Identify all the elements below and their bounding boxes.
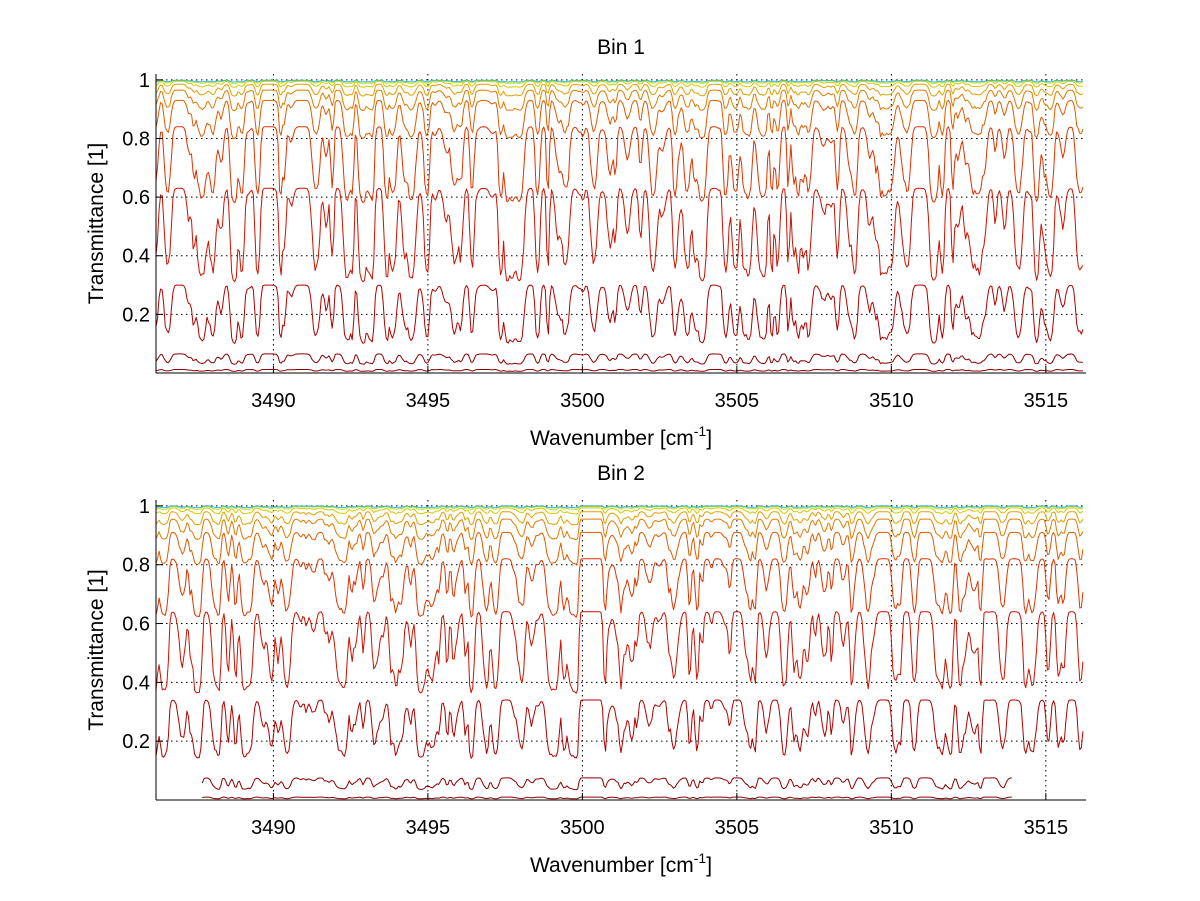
series-line-5: [155, 558, 1084, 618]
x-axis-title-base: Wavenumber [cm: [530, 854, 694, 877]
x-tick-label: 3495: [406, 817, 451, 839]
y-axis-title: Transmittance [1]: [85, 569, 108, 730]
x-tick-label: 3490: [251, 817, 296, 839]
panel-bin-2: 3490 3495 3500 3505 3510 3515 0.2 0.4 0.6 0.8 1 Bin…: [85, 462, 1086, 877]
series-group: [155, 505, 1084, 800]
x-axis-title-superscript: -1: [694, 850, 707, 866]
x-axis-title-superscript: -1: [694, 423, 707, 439]
y-tick-label: 0.2: [122, 304, 150, 326]
series-line-9: [155, 80, 1084, 88]
x-axis-title-close: ]: [706, 427, 712, 450]
x-tick-label: 3500: [560, 390, 605, 412]
series-line-4: [155, 187, 1084, 283]
x-axis-title-close: ]: [706, 854, 712, 877]
series-line-4: [155, 611, 1084, 694]
x-axis-title: Wavenumber [cm-1]: [530, 423, 712, 450]
series-line-3: [155, 284, 1084, 344]
x-tick-label: 3495: [406, 390, 451, 412]
x-tick-label: 3515: [1024, 390, 1069, 412]
series-line-8: [155, 83, 1084, 97]
y-tick-label: 1: [139, 496, 150, 518]
series-line-2: [202, 796, 1012, 800]
x-tick-label: 3510: [869, 817, 914, 839]
series-line-6: [155, 531, 1084, 565]
series-line-1: [155, 353, 1083, 365]
chart-title: Bin 2: [597, 462, 645, 485]
y-axis-title: Transmittance [1]: [85, 143, 108, 304]
x-axis-title-base: Wavenumber [cm: [530, 427, 694, 450]
series-line-3: [155, 699, 1084, 759]
series-line-1: [201, 777, 1012, 791]
series-line-6: [155, 99, 1084, 139]
y-tick-label: 0.4: [122, 246, 150, 268]
y-tick-label: 0.4: [122, 672, 150, 694]
series-line-9: [155, 507, 1084, 515]
series-line-7: [155, 89, 1084, 112]
series-line-10: [155, 506, 1084, 510]
x-tick-label: 3505: [715, 817, 760, 839]
x-tick-label: 3500: [560, 817, 605, 839]
x-axis-title: Wavenumber [cm-1]: [530, 850, 712, 877]
chart-title: Bin 1: [597, 36, 645, 59]
series-line-11: [155, 505, 1084, 509]
series-group: [155, 79, 1084, 372]
series-line-11: [155, 79, 1083, 83]
series-line-5: [155, 126, 1084, 204]
x-tick-label: 3515: [1024, 817, 1069, 839]
x-tick-label: 3505: [715, 390, 760, 412]
x-tick-label: 3490: [251, 390, 296, 412]
series-line-7: [155, 518, 1084, 541]
panel-bin-1: 3490 3495 3500 3505 3510 3515 0.2 0.4 0.6 0.8 1 Bin…: [85, 36, 1086, 450]
y-tick-label: 0.2: [122, 731, 150, 753]
y-tick-label: 0.8: [122, 555, 150, 577]
series-line-8: [155, 511, 1084, 526]
series-line-2: [155, 369, 1083, 372]
x-tick-label: 3510: [869, 390, 914, 412]
y-tick-label: 0.6: [122, 614, 150, 636]
y-tick-label: 0.6: [122, 187, 150, 209]
y-tick-label: 0.8: [122, 128, 150, 150]
y-tick-label: 1: [139, 70, 150, 92]
